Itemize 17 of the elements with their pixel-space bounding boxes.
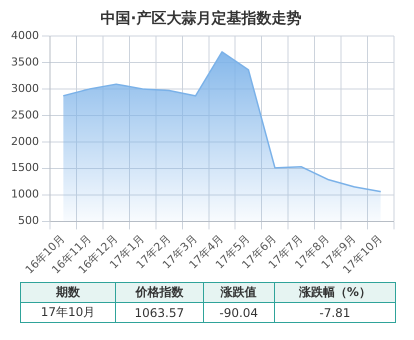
y-tick-label: 3500 <box>10 55 39 68</box>
text: 涨跌值 <box>203 282 274 302</box>
y-tick-label: 2500 <box>10 108 39 122</box>
y-tick-label: 2000 <box>10 134 39 148</box>
text: 17年10月 <box>20 302 116 322</box>
text: -7.81 <box>274 302 396 322</box>
text: 期数 <box>20 282 116 302</box>
y-tick-label: 1000 <box>10 188 39 201</box>
text: 价格指数 <box>115 282 204 302</box>
text: 1063.57 <box>115 302 204 322</box>
text: -90.04 <box>203 302 274 322</box>
chart-title: 中国·产区大蒜月定基指数走势 <box>100 8 302 27</box>
y-tick-label: 1500 <box>10 161 39 174</box>
y-tick-label: 4000 <box>10 28 39 42</box>
y-tick-label: 500 <box>18 214 39 228</box>
text: 涨跌幅（%） <box>274 282 396 302</box>
y-tick-label: 3000 <box>10 82 39 95</box>
